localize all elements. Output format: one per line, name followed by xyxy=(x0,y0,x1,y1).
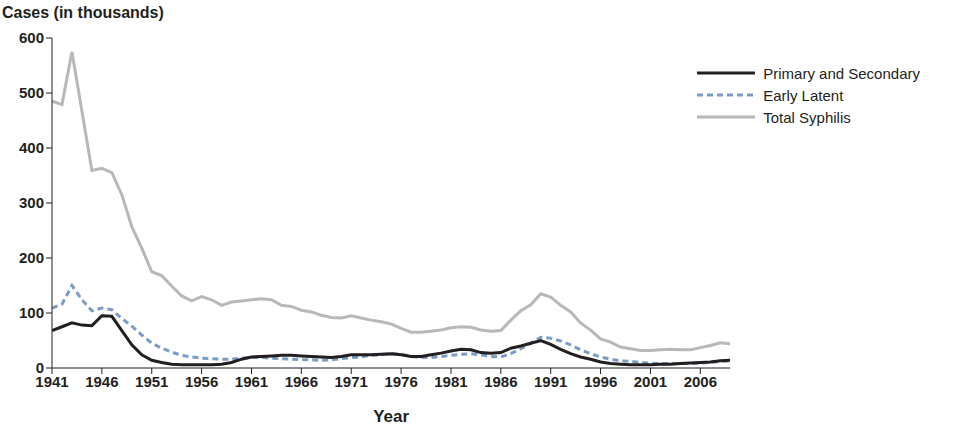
svg-text:1981: 1981 xyxy=(434,373,467,390)
svg-text:1966: 1966 xyxy=(285,373,318,390)
svg-text:2001: 2001 xyxy=(634,373,667,390)
svg-text:2006: 2006 xyxy=(684,373,717,390)
svg-text:1991: 1991 xyxy=(534,373,567,390)
svg-text:1971: 1971 xyxy=(335,373,368,390)
svg-text:1976: 1976 xyxy=(384,373,417,390)
svg-text:1961: 1961 xyxy=(235,373,268,390)
svg-text:400: 400 xyxy=(19,139,44,156)
svg-text:1946: 1946 xyxy=(85,373,118,390)
svg-text:1941: 1941 xyxy=(35,372,69,390)
html-text:Primary and Secondary: Primary and Secondary xyxy=(763,64,920,82)
svg-text:600: 600 xyxy=(19,29,44,46)
svg-text:1951: 1951 xyxy=(135,373,168,390)
html-text:Total Syphilis: Total Syphilis xyxy=(763,108,851,126)
svg-text:1996: 1996 xyxy=(584,373,617,390)
html-text:Cases (in thousands): Cases (in thousands) xyxy=(2,4,164,21)
svg-text:1986: 1986 xyxy=(484,373,517,390)
svg-text:200: 200 xyxy=(19,249,44,266)
svg-text:100: 100 xyxy=(19,304,44,321)
svg-text:300: 300 xyxy=(19,194,44,211)
html-text:Early Latent: Early Latent xyxy=(763,86,844,104)
svg-text:1956: 1956 xyxy=(185,373,218,390)
svg-text:Year: Year xyxy=(373,407,409,426)
svg-text:0: 0 xyxy=(36,359,44,376)
svg-text:500: 500 xyxy=(19,84,44,101)
